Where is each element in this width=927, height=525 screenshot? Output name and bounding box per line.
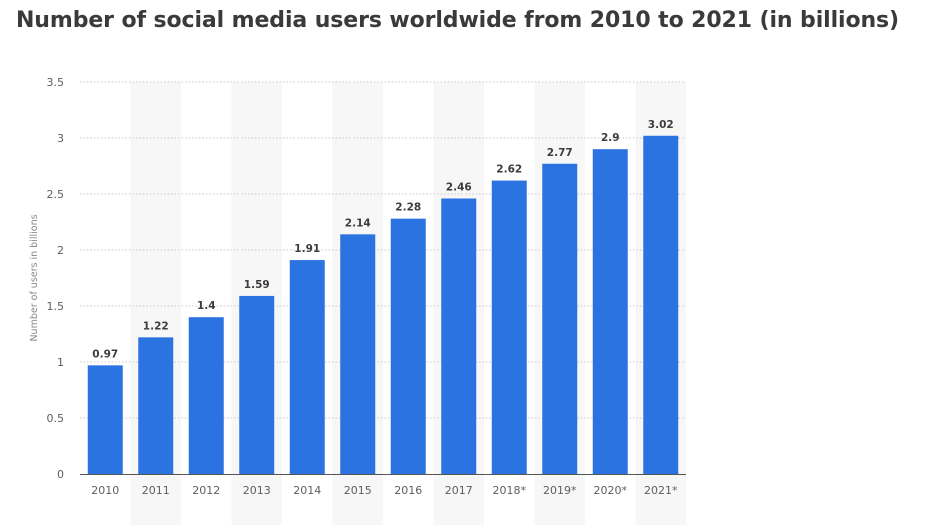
y-tick-label: 3.5 <box>47 76 65 89</box>
bar-value-label: 2.9 <box>601 132 620 144</box>
x-tick-label: 2016 <box>394 484 422 497</box>
bar-value-label: 2.77 <box>547 147 573 159</box>
x-tick-label: 2012 <box>192 484 220 497</box>
bar <box>239 295 275 474</box>
y-tick-label: 1 <box>57 356 64 369</box>
x-tick-label: 2011 <box>142 484 170 497</box>
bars <box>87 135 679 475</box>
grid-lines <box>80 81 686 419</box>
y-axis: 0 0.5 1 1.5 2 2.5 3 3.5 <box>47 76 65 481</box>
y-tick-label: 2 <box>57 244 64 257</box>
y-axis-title: Number of users in billions <box>29 214 40 341</box>
y-tick-label: 2.5 <box>47 188 65 201</box>
bar <box>138 337 174 474</box>
bar <box>592 149 628 474</box>
value-labels: 0.97 1.22 1.4 1.59 1.91 2.14 2.28 2.46 2.62 2.77 2… <box>92 119 673 361</box>
x-tick-label: 2019* <box>543 484 577 497</box>
bar <box>390 218 426 474</box>
x-tick-label: 2021* <box>644 484 678 497</box>
bar-value-label: 1.91 <box>294 243 320 255</box>
x-axis: 2010 2011 2012 2013 2014 2015 2016 2017 2018* 201… <box>80 474 686 497</box>
x-tick-label: 2020* <box>594 484 628 497</box>
bar <box>491 180 527 474</box>
x-tick-label: 2015 <box>344 484 372 497</box>
bar-value-label: 1.59 <box>244 279 270 291</box>
bar <box>643 135 679 474</box>
y-tick-label: 0 <box>57 468 64 481</box>
bar <box>542 163 578 474</box>
bar <box>188 317 224 474</box>
bar-value-label: 2.46 <box>446 181 472 193</box>
bar-value-label: 2.14 <box>345 217 371 229</box>
y-tick-label: 0.5 <box>47 412 65 425</box>
y-tick-label: 1.5 <box>47 300 65 313</box>
chart-title: Number of social media users worldwide f… <box>16 8 899 33</box>
bar-value-label: 1.22 <box>143 320 169 332</box>
bar <box>340 234 376 474</box>
x-tick-label: 2018* <box>493 484 527 497</box>
bar-value-label: 3.02 <box>648 119 674 131</box>
bar <box>289 260 325 474</box>
x-tick-label: 2010 <box>91 484 119 497</box>
bar-value-label: 2.28 <box>395 202 421 214</box>
y-tick-label: 3 <box>57 132 64 145</box>
x-tick-label: 2017 <box>445 484 473 497</box>
bar-value-label: 2.62 <box>496 164 522 176</box>
x-tick-label: 2014 <box>293 484 321 497</box>
bar <box>87 365 123 474</box>
bar-value-label: 1.4 <box>197 300 216 312</box>
x-tick-label: 2013 <box>243 484 271 497</box>
bar-value-label: 0.97 <box>92 348 118 360</box>
bar <box>441 198 477 475</box>
